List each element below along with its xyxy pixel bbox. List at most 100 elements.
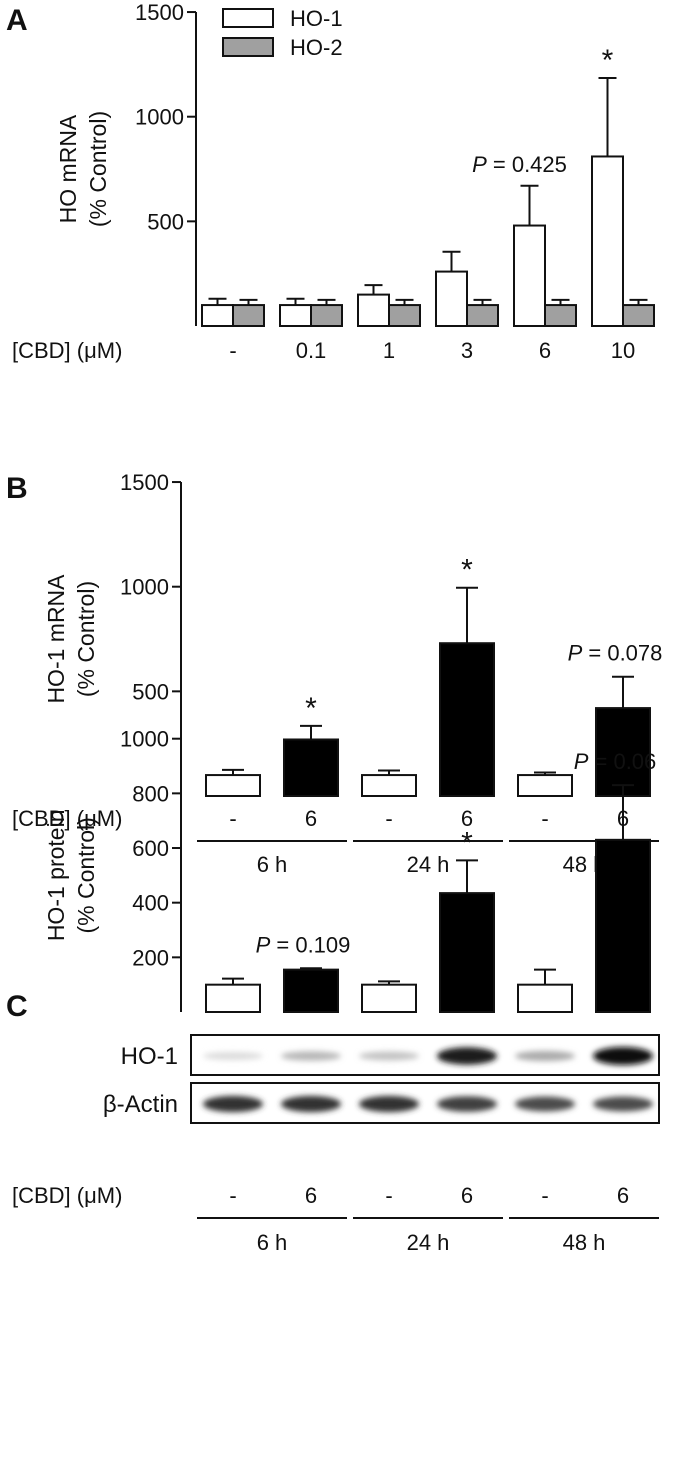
bar	[279, 304, 312, 328]
blot-label-actin: β-Actin	[103, 1091, 178, 1118]
bar	[466, 304, 499, 328]
bar	[513, 224, 546, 327]
y-tick-label: 500	[132, 679, 169, 704]
time-group-label: 24 h	[407, 852, 450, 877]
bar	[591, 155, 624, 327]
x-category-label: 0.1	[296, 338, 327, 363]
legend-label-ho2: HO-2	[290, 35, 343, 60]
x-category-label: 6	[617, 1183, 629, 1208]
blot-band	[437, 1047, 497, 1065]
panel-c-chart: C 200 400 600 800 1000 HO-1 protein (% Control)…	[6, 727, 660, 1255]
bar	[517, 774, 573, 798]
y-tick-label: 800	[132, 781, 169, 806]
significance-star: *	[602, 44, 614, 77]
x-category-label: 6	[305, 806, 317, 831]
bar	[310, 304, 343, 328]
y-axis-title-line2: (% Control)	[85, 111, 111, 227]
p-value: = 0.06	[588, 749, 656, 774]
bar	[544, 304, 577, 328]
x-category-label: 1	[383, 338, 395, 363]
bar	[388, 304, 421, 328]
time-group-label: 48 h	[563, 1230, 606, 1255]
blot-band	[203, 1095, 263, 1113]
x-category-label: -	[229, 806, 236, 831]
blot-strip-ho1	[190, 1034, 660, 1076]
blot-band	[359, 1051, 419, 1061]
y-axis-title-line1: HO-1 protein	[43, 810, 69, 942]
bar	[595, 707, 651, 797]
x-category-label: -	[385, 806, 392, 831]
p-italic: P	[256, 932, 271, 957]
y-tick-label: 400	[132, 891, 169, 916]
bar	[361, 774, 417, 798]
panel-a-chart: A 500 1000 1500 HO mRNA (% Control) - 0.1 1 3 6 P =…	[6, 0, 655, 363]
bar	[595, 838, 651, 1013]
p-value-annotation: P = 0.425	[472, 152, 567, 177]
bar	[205, 774, 261, 798]
p-value-annotation: P = 0.109	[256, 932, 351, 957]
x-category-label: -	[385, 1183, 392, 1208]
time-group-label: 24 h	[407, 1230, 450, 1255]
bar	[283, 738, 339, 798]
bar	[622, 304, 655, 328]
panel-letter-b: B	[6, 472, 28, 505]
panel-letter-c: C	[6, 990, 28, 1023]
blot-band	[593, 1047, 653, 1065]
y-tick-label: 1000	[135, 105, 184, 130]
blot-band	[515, 1050, 575, 1062]
bar	[201, 304, 234, 328]
significance-star: *	[305, 692, 317, 725]
bar	[205, 983, 261, 1013]
blot-band	[281, 1095, 341, 1113]
cbd-row-label: [CBD] (μM)	[12, 338, 122, 363]
x-category-label: 6	[539, 338, 551, 363]
p-value: = 0.078	[582, 641, 662, 666]
bar	[435, 270, 468, 327]
cbd-row-label: [CBD] (μM)	[12, 1183, 122, 1208]
y-tick-label: 500	[147, 209, 184, 234]
x-category-label: 6	[461, 1183, 473, 1208]
x-category-label: -	[229, 338, 236, 363]
bar	[439, 892, 495, 1013]
significance-star: *	[461, 826, 473, 859]
bar	[357, 293, 390, 328]
p-italic: P	[472, 152, 487, 177]
x-category-label: -	[541, 806, 548, 831]
blot-band	[359, 1095, 419, 1113]
y-tick-label: 1000	[120, 575, 169, 600]
bar	[283, 968, 339, 1013]
x-category-label: 6	[461, 806, 473, 831]
panel-letter-a: A	[6, 4, 28, 37]
p-italic: P	[568, 641, 583, 666]
significance-star: *	[461, 554, 473, 587]
y-axis-title-line2: (% Control)	[73, 817, 99, 933]
y-axis-title-line1: HO-1 mRNA	[43, 574, 69, 704]
legend-label-ho1: HO-1	[290, 6, 343, 31]
x-category-label: 6	[305, 1183, 317, 1208]
legend-swatch-ho2	[222, 37, 274, 57]
x-category-label: 10	[611, 338, 635, 363]
y-axis-title-line2: (% Control)	[73, 581, 99, 697]
p-italic: P	[574, 749, 589, 774]
y-axis-title-line1: HO mRNA	[55, 114, 81, 223]
blot-strip-actin	[190, 1082, 660, 1124]
x-category-label: 3	[461, 338, 473, 363]
y-tick-label: 200	[132, 945, 169, 970]
y-tick-label: 1500	[135, 0, 184, 25]
time-group-label: 6 h	[257, 852, 288, 877]
legend-swatch-ho1	[222, 8, 274, 28]
y-tick-label: 600	[132, 836, 169, 861]
blot-band	[281, 1051, 341, 1061]
x-category-label: -	[541, 1183, 548, 1208]
blot-band	[515, 1096, 575, 1112]
blot-band	[437, 1096, 497, 1112]
bar	[439, 642, 495, 797]
p-value: = 0.109	[270, 932, 350, 957]
y-tick-label: 1500	[120, 470, 169, 495]
x-category-label: -	[229, 1183, 236, 1208]
cbd-row-label: [CBD] (μM)	[12, 806, 122, 831]
time-group-label: 6 h	[257, 1230, 288, 1255]
bar	[517, 983, 573, 1013]
p-value-annotation: P = 0.06	[574, 749, 657, 774]
